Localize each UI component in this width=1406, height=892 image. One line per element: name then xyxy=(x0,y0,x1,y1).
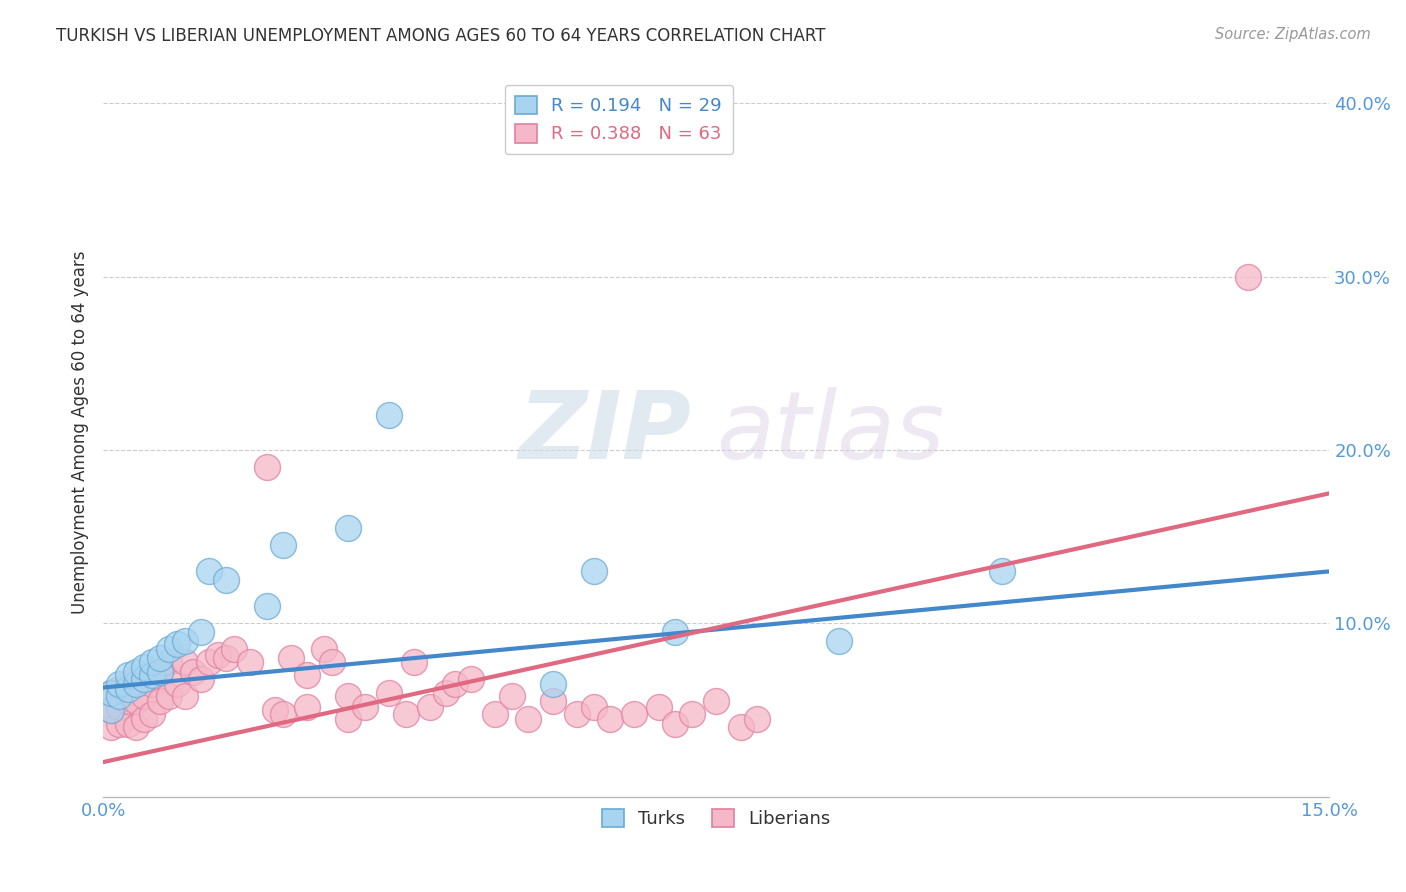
Point xyxy=(271,706,294,721)
Point xyxy=(207,648,229,662)
Point xyxy=(828,633,851,648)
Point xyxy=(198,565,221,579)
Point xyxy=(378,686,401,700)
Point xyxy=(125,672,148,686)
Point xyxy=(582,565,605,579)
Point xyxy=(181,665,204,679)
Point xyxy=(100,720,122,734)
Point xyxy=(280,651,302,665)
Point xyxy=(132,659,155,673)
Point xyxy=(117,694,139,708)
Point xyxy=(517,712,540,726)
Point xyxy=(166,637,188,651)
Point xyxy=(141,655,163,669)
Point xyxy=(567,706,589,721)
Point xyxy=(745,712,768,726)
Point xyxy=(443,677,465,691)
Text: Source: ZipAtlas.com: Source: ZipAtlas.com xyxy=(1215,27,1371,42)
Point xyxy=(484,706,506,721)
Text: atlas: atlas xyxy=(716,387,945,478)
Point xyxy=(132,672,155,686)
Point xyxy=(402,655,425,669)
Point xyxy=(337,690,360,704)
Point xyxy=(582,699,605,714)
Point xyxy=(141,677,163,691)
Point xyxy=(149,665,172,679)
Point xyxy=(125,720,148,734)
Point xyxy=(991,565,1014,579)
Text: TURKISH VS LIBERIAN UNEMPLOYMENT AMONG AGES 60 TO 64 YEARS CORRELATION CHART: TURKISH VS LIBERIAN UNEMPLOYMENT AMONG A… xyxy=(56,27,825,45)
Point xyxy=(157,655,180,669)
Point xyxy=(141,706,163,721)
Point xyxy=(256,599,278,613)
Point xyxy=(132,712,155,726)
Point xyxy=(149,651,172,665)
Point xyxy=(100,686,122,700)
Point xyxy=(541,694,564,708)
Point xyxy=(173,633,195,648)
Point xyxy=(271,538,294,552)
Point xyxy=(297,699,319,714)
Point xyxy=(100,686,122,700)
Point xyxy=(141,668,163,682)
Point xyxy=(263,703,285,717)
Point xyxy=(198,655,221,669)
Point xyxy=(117,717,139,731)
Point xyxy=(681,706,703,721)
Text: ZIP: ZIP xyxy=(519,386,692,479)
Y-axis label: Unemployment Among Ages 60 to 64 years: Unemployment Among Ages 60 to 64 years xyxy=(72,251,89,615)
Point xyxy=(190,672,212,686)
Point xyxy=(297,668,319,682)
Point xyxy=(125,665,148,679)
Point xyxy=(256,460,278,475)
Point xyxy=(222,642,245,657)
Point xyxy=(108,677,131,691)
Point xyxy=(378,409,401,423)
Point xyxy=(337,712,360,726)
Point xyxy=(108,690,131,704)
Point xyxy=(100,703,122,717)
Point xyxy=(704,694,727,708)
Point xyxy=(353,699,375,714)
Point xyxy=(215,573,238,587)
Point xyxy=(100,703,122,717)
Point xyxy=(541,677,564,691)
Legend: Turks, Liberians: Turks, Liberians xyxy=(595,801,838,835)
Point xyxy=(108,699,131,714)
Point xyxy=(157,690,180,704)
Point xyxy=(664,717,686,731)
Point xyxy=(149,694,172,708)
Point xyxy=(623,706,645,721)
Point xyxy=(730,720,752,734)
Point xyxy=(394,706,416,721)
Point xyxy=(501,690,523,704)
Point xyxy=(125,677,148,691)
Point xyxy=(173,655,195,669)
Point xyxy=(599,712,621,726)
Point xyxy=(190,625,212,640)
Point xyxy=(117,668,139,682)
Point xyxy=(648,699,671,714)
Point xyxy=(1236,269,1258,284)
Point xyxy=(157,642,180,657)
Point xyxy=(321,655,343,669)
Point xyxy=(166,677,188,691)
Point xyxy=(108,682,131,697)
Point xyxy=(125,694,148,708)
Point xyxy=(436,686,458,700)
Point xyxy=(117,677,139,691)
Point xyxy=(312,642,335,657)
Point xyxy=(215,651,238,665)
Point xyxy=(108,717,131,731)
Point xyxy=(117,682,139,697)
Point xyxy=(173,690,195,704)
Point xyxy=(132,690,155,704)
Point xyxy=(460,672,482,686)
Point xyxy=(239,655,262,669)
Point xyxy=(337,521,360,535)
Point xyxy=(419,699,441,714)
Point xyxy=(664,625,686,640)
Point xyxy=(149,665,172,679)
